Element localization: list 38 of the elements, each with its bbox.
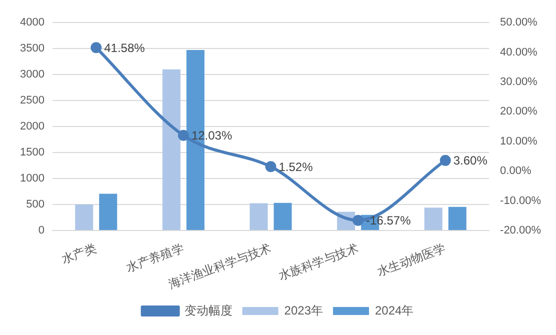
point <box>440 154 451 166</box>
y-tick-label: 500 <box>26 198 44 211</box>
point <box>178 130 189 141</box>
bar <box>75 204 94 230</box>
y-tick-label: 3500 <box>20 42 44 55</box>
legend-label: 2024年 <box>375 303 414 318</box>
y-tick-label: 2500 <box>20 94 44 107</box>
y-tick-label: 0 <box>38 224 44 237</box>
bar <box>448 206 466 230</box>
point <box>90 42 102 54</box>
legend-label: 2023年 <box>284 303 324 318</box>
data-label: 3.60% <box>453 154 488 168</box>
bar <box>274 202 292 230</box>
y2-tick-label: 0.00% <box>500 165 532 178</box>
y2-tick-label: 30.00% <box>500 76 538 88</box>
point <box>352 214 364 226</box>
point <box>265 161 276 172</box>
data-label: 41.58% <box>104 40 146 55</box>
y-tick-label: 4000 <box>20 16 44 29</box>
bar <box>424 208 442 230</box>
y2-tick-label: 40.00% <box>500 46 538 58</box>
bar <box>162 69 180 230</box>
x-tick-label: 水产类 <box>60 241 98 267</box>
y2-tick-label: 10.00% <box>500 135 538 148</box>
y-tick-label: 1500 <box>20 146 44 159</box>
y2-tick-label: -10.00% <box>500 194 542 207</box>
y-tick-label: 1000 <box>20 172 44 185</box>
y-tick-label: 2000 <box>20 120 44 133</box>
y-tick-label: 3000 <box>20 68 44 81</box>
bar <box>99 194 118 230</box>
x-tick-label: 水生动物医学 <box>375 241 448 279</box>
y2-tick-label: 50.00% <box>500 16 538 29</box>
x-tick-label: 水族科学与技术 <box>276 241 360 283</box>
bar <box>250 203 268 230</box>
y2-tick-label: 20.00% <box>500 106 538 118</box>
data-label: 1.52% <box>278 160 314 174</box>
y2-tick-label: -20.00% <box>500 224 542 237</box>
legend-label: 变动幅度 <box>184 303 232 318</box>
